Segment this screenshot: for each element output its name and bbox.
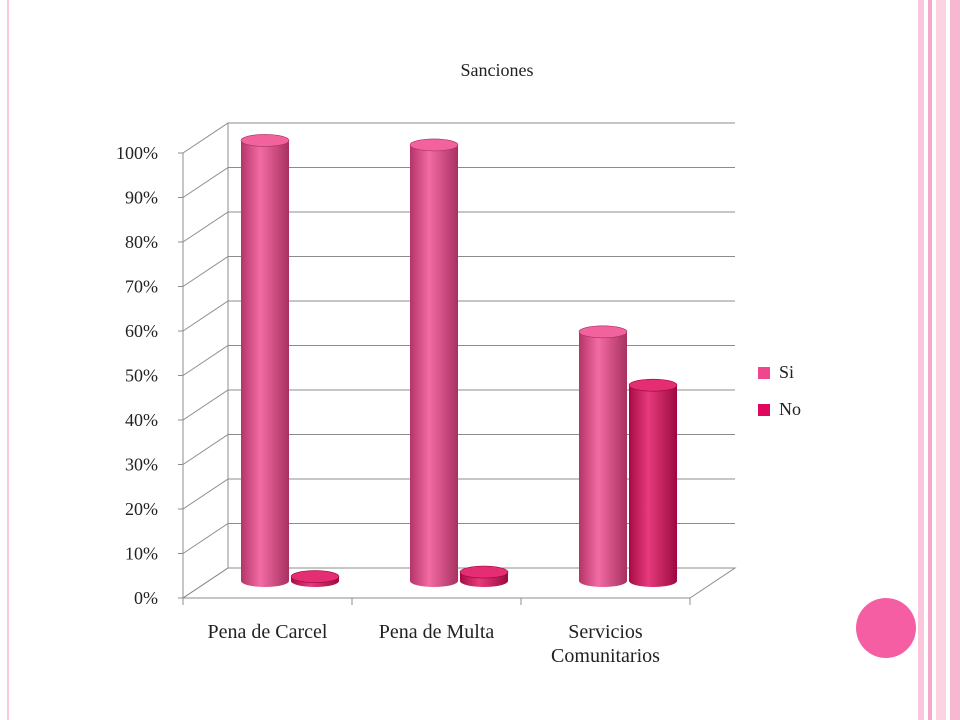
bar-body bbox=[579, 331, 627, 587]
grid-line bbox=[182, 478, 735, 510]
bar bbox=[578, 325, 628, 587]
bar-top bbox=[409, 138, 459, 152]
legend-swatch bbox=[758, 367, 770, 379]
grid-line bbox=[182, 434, 735, 465]
y-tick-label: 10% bbox=[125, 544, 158, 564]
grid-line bbox=[182, 256, 735, 287]
chart-title: Sanciones bbox=[461, 60, 534, 80]
grid-line bbox=[182, 300, 735, 332]
slide-stripe bbox=[936, 0, 946, 720]
slide-stripe bbox=[918, 0, 924, 720]
bar-top bbox=[578, 325, 628, 339]
y-tick-label: 100% bbox=[116, 143, 158, 163]
bar bbox=[628, 378, 678, 587]
bar-top bbox=[459, 565, 509, 579]
bar-top bbox=[628, 378, 678, 392]
bar bbox=[409, 138, 459, 587]
grid-line bbox=[182, 122, 735, 154]
bar-top bbox=[240, 134, 290, 147]
y-tick-label: 50% bbox=[125, 366, 158, 386]
grid-line bbox=[182, 389, 735, 421]
legend-swatch bbox=[758, 404, 770, 416]
y-tick-label: 0% bbox=[134, 588, 158, 608]
bar bbox=[459, 565, 509, 587]
slide-dot bbox=[856, 598, 916, 658]
x-tick-label: Servicios Comunitarios bbox=[551, 621, 660, 667]
grid-line bbox=[182, 211, 735, 243]
bar-body bbox=[629, 385, 677, 587]
grid-line bbox=[182, 345, 735, 376]
y-tick-label: 60% bbox=[125, 321, 158, 341]
grid-line bbox=[182, 567, 735, 599]
legend-label: No bbox=[779, 399, 801, 419]
y-tick-label: 70% bbox=[125, 277, 158, 297]
y-tick-label: 20% bbox=[125, 499, 158, 519]
grid-line bbox=[182, 167, 735, 198]
bar bbox=[290, 570, 340, 587]
legend-label: Si bbox=[779, 362, 794, 382]
x-tick-label: Pena de Carcel bbox=[207, 621, 328, 643]
y-tick-label: 40% bbox=[125, 410, 158, 430]
bar-body bbox=[410, 144, 458, 587]
bar-body bbox=[241, 140, 289, 587]
slide-stripe bbox=[928, 0, 932, 720]
y-tick-label: 80% bbox=[125, 232, 158, 252]
y-tick-label: 90% bbox=[125, 188, 158, 208]
bar-top bbox=[290, 570, 340, 583]
x-tick-label: Pena de Multa bbox=[378, 621, 495, 643]
y-tick-label: 30% bbox=[125, 455, 158, 475]
slide-stripe bbox=[950, 0, 960, 720]
grid-line bbox=[182, 523, 735, 554]
bar bbox=[240, 134, 290, 587]
